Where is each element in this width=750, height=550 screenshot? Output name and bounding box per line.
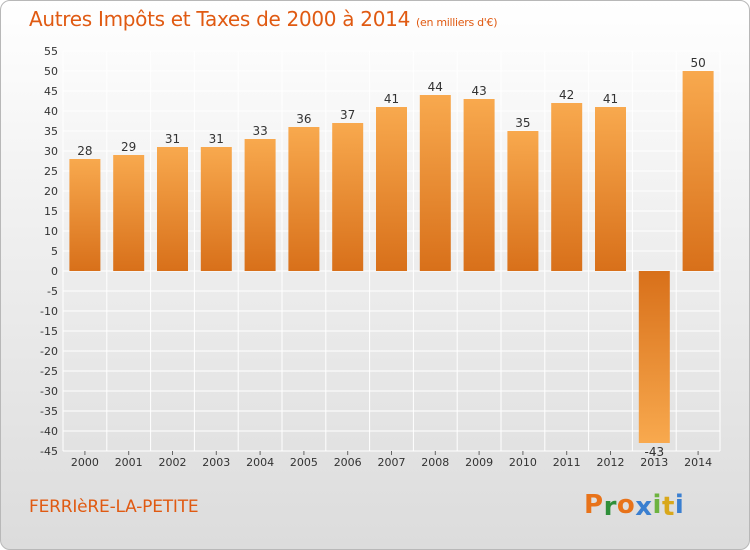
bar: [288, 127, 320, 271]
x-tick-label: 2014: [684, 456, 712, 469]
bar-value-label: 42: [559, 88, 574, 102]
y-tick-label: -15: [40, 325, 58, 338]
bar: [376, 107, 407, 271]
x-tick-label: 2013: [640, 456, 668, 469]
x-tick-label: 2006: [334, 456, 362, 469]
y-tick-label: -25: [40, 365, 58, 378]
bar: [551, 103, 583, 271]
x-tick-label: 2012: [597, 456, 625, 469]
x-tick-label: 2000: [71, 456, 99, 469]
bar: [69, 159, 101, 271]
x-tick-label: 2004: [246, 456, 274, 469]
bar-value-label: 29: [121, 140, 136, 154]
y-tick-label: 5: [51, 245, 58, 258]
y-tick-label: 20: [44, 185, 58, 198]
bar: [332, 123, 364, 271]
y-tick-label: -20: [40, 345, 58, 358]
bar-value-label: 41: [603, 92, 618, 106]
y-tick-label: -5: [47, 285, 58, 298]
bar-value-label: 33: [252, 124, 267, 138]
y-tick-label: -30: [40, 385, 58, 398]
bar: [244, 139, 276, 271]
bar-value-label: 36: [296, 112, 311, 126]
chart-title-unit: (en milliers d'€): [416, 16, 498, 29]
bar: [638, 271, 670, 443]
y-tick-label: -40: [40, 425, 58, 438]
bar-value-label: 43: [471, 84, 486, 98]
logo-letter: r: [603, 492, 617, 522]
bar: [682, 71, 714, 271]
x-tick-label: 2007: [378, 456, 406, 469]
bar: [595, 107, 626, 271]
logo-letter: o: [616, 490, 636, 520]
y-tick-label: 10: [44, 225, 58, 238]
y-tick-label: 0: [51, 265, 58, 278]
bar: [419, 95, 451, 271]
proxiti-logo: Proxiti: [584, 490, 685, 522]
y-tick-label: 50: [44, 65, 58, 78]
logo-letter: i: [652, 490, 662, 520]
y-tick-label: 25: [44, 165, 58, 178]
bar-value-label: 37: [340, 108, 355, 122]
logo-letter: x: [635, 492, 653, 522]
bar: [157, 147, 188, 271]
bar: [507, 131, 539, 271]
place-name: FERRIèRE-LA-PETITE: [29, 497, 199, 517]
bar: [113, 155, 145, 271]
y-tick-label: -10: [40, 305, 58, 318]
chart-title: Autres Impôts et Taxes de 2000 à 2014 (en…: [29, 7, 497, 31]
bar-value-label: 31: [209, 132, 224, 146]
y-tick-label: -45: [40, 445, 58, 458]
bar-value-label: 35: [515, 116, 530, 130]
x-tick-label: 2003: [202, 456, 230, 469]
y-tick-label: 30: [44, 145, 58, 158]
bar: [200, 147, 232, 271]
x-tick-label: 2002: [159, 456, 187, 469]
y-tick-label: 45: [44, 85, 58, 98]
bar-value-label: 41: [384, 92, 399, 106]
y-tick-label: 35: [44, 125, 58, 138]
bar-value-label: 44: [428, 80, 443, 94]
y-tick-label: -35: [40, 405, 58, 418]
x-tick-label: 2005: [290, 456, 318, 469]
logo-letter: P: [584, 490, 604, 520]
logo-letter: t: [661, 492, 675, 522]
chart-title-main: Autres Impôts et Taxes de 2000 à 2014: [29, 7, 410, 31]
x-tick-label: 2011: [553, 456, 581, 469]
bar-value-label: 50: [690, 56, 705, 70]
bar-value-label: 28: [77, 144, 92, 158]
bar: [463, 99, 495, 271]
x-tick-label: 2001: [115, 456, 143, 469]
y-tick-label: 55: [44, 45, 58, 58]
bar-value-label: 31: [165, 132, 180, 146]
x-tick-label: 2009: [465, 456, 493, 469]
x-tick-label: 2008: [421, 456, 449, 469]
y-tick-label: 40: [44, 105, 58, 118]
bar-value-label: -43: [644, 445, 664, 459]
y-tick-label: 15: [44, 205, 58, 218]
x-tick-label: 2010: [509, 456, 537, 469]
logo-letter: i: [674, 490, 685, 520]
